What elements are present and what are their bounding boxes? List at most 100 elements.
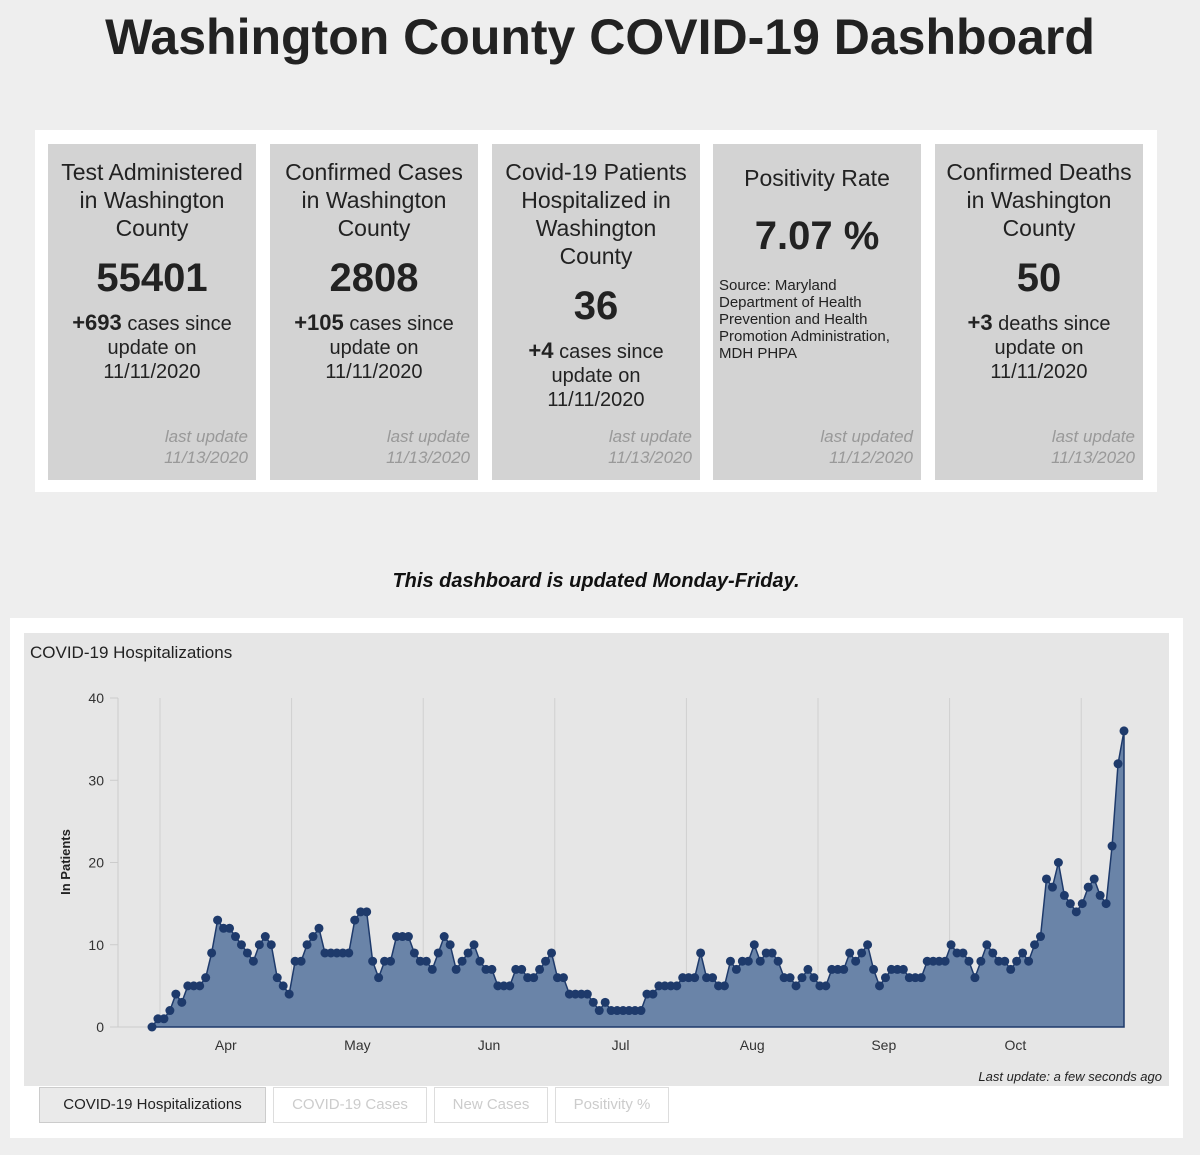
stat-card: Covid-19 Patients Hospitalized in Washin… — [492, 144, 700, 480]
data-point — [230, 932, 240, 942]
data-point — [916, 973, 926, 983]
data-point — [773, 956, 783, 966]
data-point — [207, 948, 217, 958]
data-point — [433, 948, 443, 958]
y-tick-label: 30 — [88, 772, 104, 788]
card-title: Positivity Rate — [744, 165, 890, 191]
data-point — [278, 981, 288, 991]
change-amount: +3 — [967, 310, 993, 335]
data-point — [451, 964, 461, 974]
change-amount: +4 — [528, 338, 554, 363]
data-point — [1089, 874, 1099, 884]
data-point — [1119, 726, 1129, 736]
chart-tab[interactable]: Positivity % — [555, 1087, 669, 1123]
stat-card: Confirmed Deaths in Washington County 50 +… — [935, 144, 1143, 480]
data-point — [463, 948, 473, 958]
card-title: Confirmed Deaths in Washington County — [946, 159, 1132, 241]
data-point — [302, 940, 312, 950]
data-point — [296, 956, 306, 966]
notice: This dashboard is updated Monday-Friday. — [392, 570, 800, 592]
data-point — [946, 940, 956, 950]
y-tick-label: 20 — [88, 855, 104, 871]
data-point — [880, 973, 890, 983]
data-point — [1006, 964, 1016, 974]
data-point — [958, 948, 968, 958]
data-point — [248, 956, 258, 966]
x-tick-label: Jul — [612, 1037, 630, 1053]
data-point — [845, 948, 855, 958]
x-tick-label: Aug — [740, 1037, 765, 1053]
data-point — [517, 964, 527, 974]
data-point — [1113, 759, 1123, 769]
data-point — [1024, 956, 1034, 966]
data-point — [1065, 899, 1075, 909]
data-point — [636, 1006, 646, 1016]
data-point — [409, 948, 419, 958]
chart-tab[interactable]: COVID-19 Hospitalizations — [39, 1087, 266, 1123]
footer-date: 11/13/2020 — [608, 448, 692, 467]
data-point — [284, 989, 294, 999]
data-point — [427, 964, 437, 974]
data-point — [743, 956, 753, 966]
data-point — [1047, 882, 1057, 892]
data-point — [582, 989, 592, 999]
data-point — [272, 973, 282, 983]
data-point — [719, 981, 729, 991]
data-point — [254, 940, 264, 950]
card-change: +3 deaths since update on 11/11/2020 — [947, 311, 1131, 384]
data-point — [1077, 899, 1087, 909]
data-point — [1036, 932, 1046, 942]
card-value: 50 — [1016, 256, 1062, 300]
change-amount: +105 — [294, 310, 344, 335]
data-point — [869, 964, 879, 974]
card-source: Source: Maryland Department of Health Pr… — [719, 277, 890, 362]
x-tick-label: Apr — [215, 1037, 237, 1053]
y-tick-label: 10 — [88, 937, 104, 953]
data-point — [535, 964, 545, 974]
data-point — [1083, 882, 1093, 892]
data-point — [594, 1006, 604, 1016]
footer-label: last update — [1051, 427, 1135, 446]
data-point — [260, 932, 270, 942]
change-amount: +693 — [72, 310, 122, 335]
data-point — [368, 956, 378, 966]
data-point — [344, 948, 354, 958]
data-point — [725, 956, 735, 966]
data-point — [505, 981, 515, 991]
data-point — [976, 956, 986, 966]
data-point — [558, 973, 568, 983]
change-text: cases since update on 11/11/2020 — [325, 313, 454, 383]
data-point — [529, 973, 539, 983]
chart-title: COVID-19 Hospitalizations — [30, 643, 232, 662]
card-footer: last update 11/13/2020 — [386, 426, 470, 468]
stat-card: Test Administered in Washington County 55… — [48, 144, 256, 480]
data-point — [690, 973, 700, 983]
last-update: Last update: a few seconds ago — [978, 1069, 1162, 1084]
page-title: Washington County COVID-19 Dashboard — [105, 9, 1095, 65]
data-point — [940, 956, 950, 966]
y-tick-label: 40 — [88, 690, 104, 706]
data-point — [374, 973, 384, 983]
x-tick-label: Sep — [871, 1037, 896, 1053]
data-point — [839, 964, 849, 974]
chart-tab[interactable]: COVID-19 Cases — [273, 1087, 427, 1123]
data-point — [350, 915, 360, 925]
y-tick-label: 0 — [96, 1019, 104, 1035]
footer-date: 11/12/2020 — [829, 448, 913, 467]
data-point — [213, 915, 223, 925]
data-point — [487, 964, 497, 974]
footer-date: 11/13/2020 — [1051, 448, 1135, 467]
data-point — [875, 981, 885, 991]
data-point — [242, 948, 252, 958]
data-point — [1041, 874, 1051, 884]
chart-tab[interactable]: New Cases — [434, 1087, 548, 1123]
card-change: +4 cases since update on 11/11/2020 — [504, 339, 688, 412]
change-text: deaths since update on 11/11/2020 — [990, 313, 1111, 383]
data-point — [147, 1022, 157, 1032]
data-point — [314, 923, 324, 933]
data-point — [1030, 940, 1040, 950]
card-value: 55401 — [96, 256, 208, 300]
data-point — [672, 981, 682, 991]
